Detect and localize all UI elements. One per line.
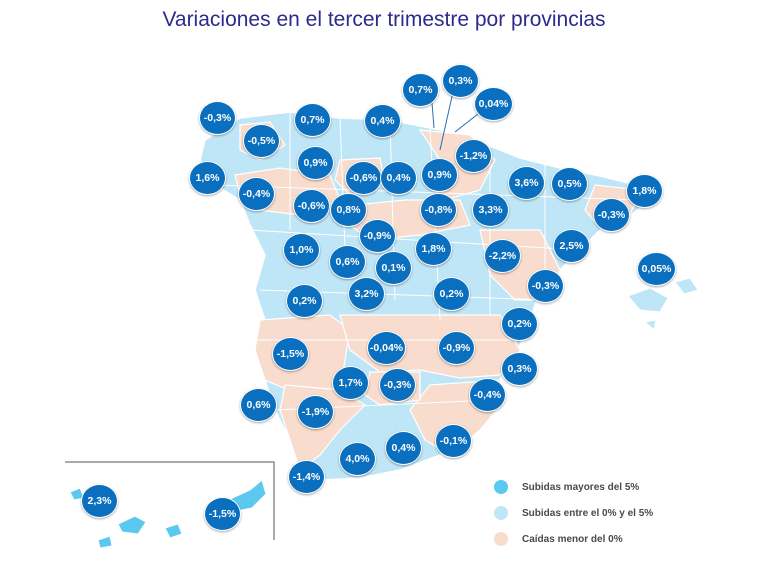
bubble-larioja: 0,9%: [421, 158, 458, 192]
bubble-soria: -0,8%: [420, 193, 457, 227]
bubble-teruel: -2,2%: [484, 239, 521, 273]
bubble-cordoba: 1,7%: [332, 366, 369, 400]
bubble-salamanca: 1,0%: [283, 233, 320, 267]
bubble-palencia: -0,6%: [345, 161, 382, 195]
bubble-alicante: 0,3%: [501, 352, 538, 386]
bubble-laspalmas: -1,5%: [204, 497, 241, 531]
bubble-coruna: -0,3%: [199, 101, 236, 135]
bubble-caceres: 0,2%: [286, 284, 323, 318]
bubble-barcelona: -0,3%: [593, 198, 630, 232]
bubble-ourense: -0,4%: [238, 177, 275, 211]
bubble-navarra: -1,2%: [455, 139, 492, 173]
legend-label: Caídas menor del 0%: [522, 533, 623, 545]
legend: Subidas mayores del 5% Subidas entre el …: [494, 474, 653, 552]
baleares-islands: [627, 277, 699, 331]
bubble-guipuzcoa: 0,3%: [442, 64, 479, 98]
bubble-girona: 1,8%: [626, 174, 663, 208]
bubble-granada: 0,4%: [385, 431, 422, 465]
bubble-zamora: -0,6%: [293, 189, 330, 223]
bubble-lugo: -0,5%: [243, 124, 280, 158]
bubble-valencia: 0,2%: [501, 307, 538, 341]
bubble-cuenca: 0,2%: [433, 277, 470, 311]
bubble-asturias: 0,7%: [294, 103, 331, 137]
bubble-almeria: -0,1%: [435, 424, 472, 458]
bubble-malaga: 4,0%: [339, 442, 376, 476]
legend-label: Subidas entre el 0% y el 5%: [522, 507, 654, 519]
legend-swatch: [494, 480, 508, 494]
bubble-baleares: 0,05%: [637, 252, 676, 286]
bubble-valladolid: 0,8%: [330, 193, 367, 227]
bubble-sevilla: -1,9%: [297, 395, 334, 429]
bubble-badajoz: -1,5%: [272, 337, 309, 371]
legend-item-fall: Caídas menor del 0%: [494, 526, 653, 552]
bubble-jaen: -0,3%: [379, 368, 416, 402]
bubble-alava: 0,04%: [474, 87, 513, 121]
bubble-tenerife: 2,3%: [81, 484, 118, 518]
bubble-toledo: 3,2%: [348, 277, 385, 311]
bubble-zaragoza: 3,3%: [472, 193, 509, 227]
legend-item-moderate-rise: Subidas entre el 0% y el 5%: [494, 500, 653, 526]
canary-frame: [65, 461, 275, 540]
bubble-guadalajara: 1,8%: [415, 232, 452, 266]
bubble-leon: 0,9%: [297, 146, 334, 180]
bubble-madrid: 0,1%: [375, 251, 412, 285]
bubble-pontevedra: 1,6%: [189, 161, 226, 195]
legend-label: Subidas mayores del 5%: [522, 481, 640, 493]
bubble-huesca: 3,6%: [508, 166, 545, 200]
bubble-segovia: -0,9%: [359, 219, 396, 253]
bubble-albacete: -0,9%: [438, 331, 475, 365]
bubble-cantabria: 0,4%: [364, 104, 401, 138]
legend-swatch: [494, 506, 508, 520]
bubble-huelva: 0,6%: [240, 388, 277, 422]
bubble-tarragona: 2,5%: [553, 229, 590, 263]
map-title: Variaciones en el tercer trimestre por p…: [162, 8, 606, 31]
bubble-murcia: -0,4%: [469, 378, 506, 412]
bubble-avila: 0,6%: [329, 245, 366, 279]
legend-swatch: [494, 532, 508, 546]
bubble-cadiz: -1,4%: [288, 460, 325, 494]
bubble-lleida: 0,5%: [551, 167, 588, 201]
legend-item-strong-rise: Subidas mayores del 5%: [494, 474, 653, 500]
bubble-castellon: -0,3%: [527, 269, 564, 303]
bubble-vizcaya: 0,7%: [402, 73, 439, 107]
bubble-burgos: 0,4%: [380, 161, 417, 195]
bubble-ciudadreal: -0,04%: [367, 331, 406, 365]
